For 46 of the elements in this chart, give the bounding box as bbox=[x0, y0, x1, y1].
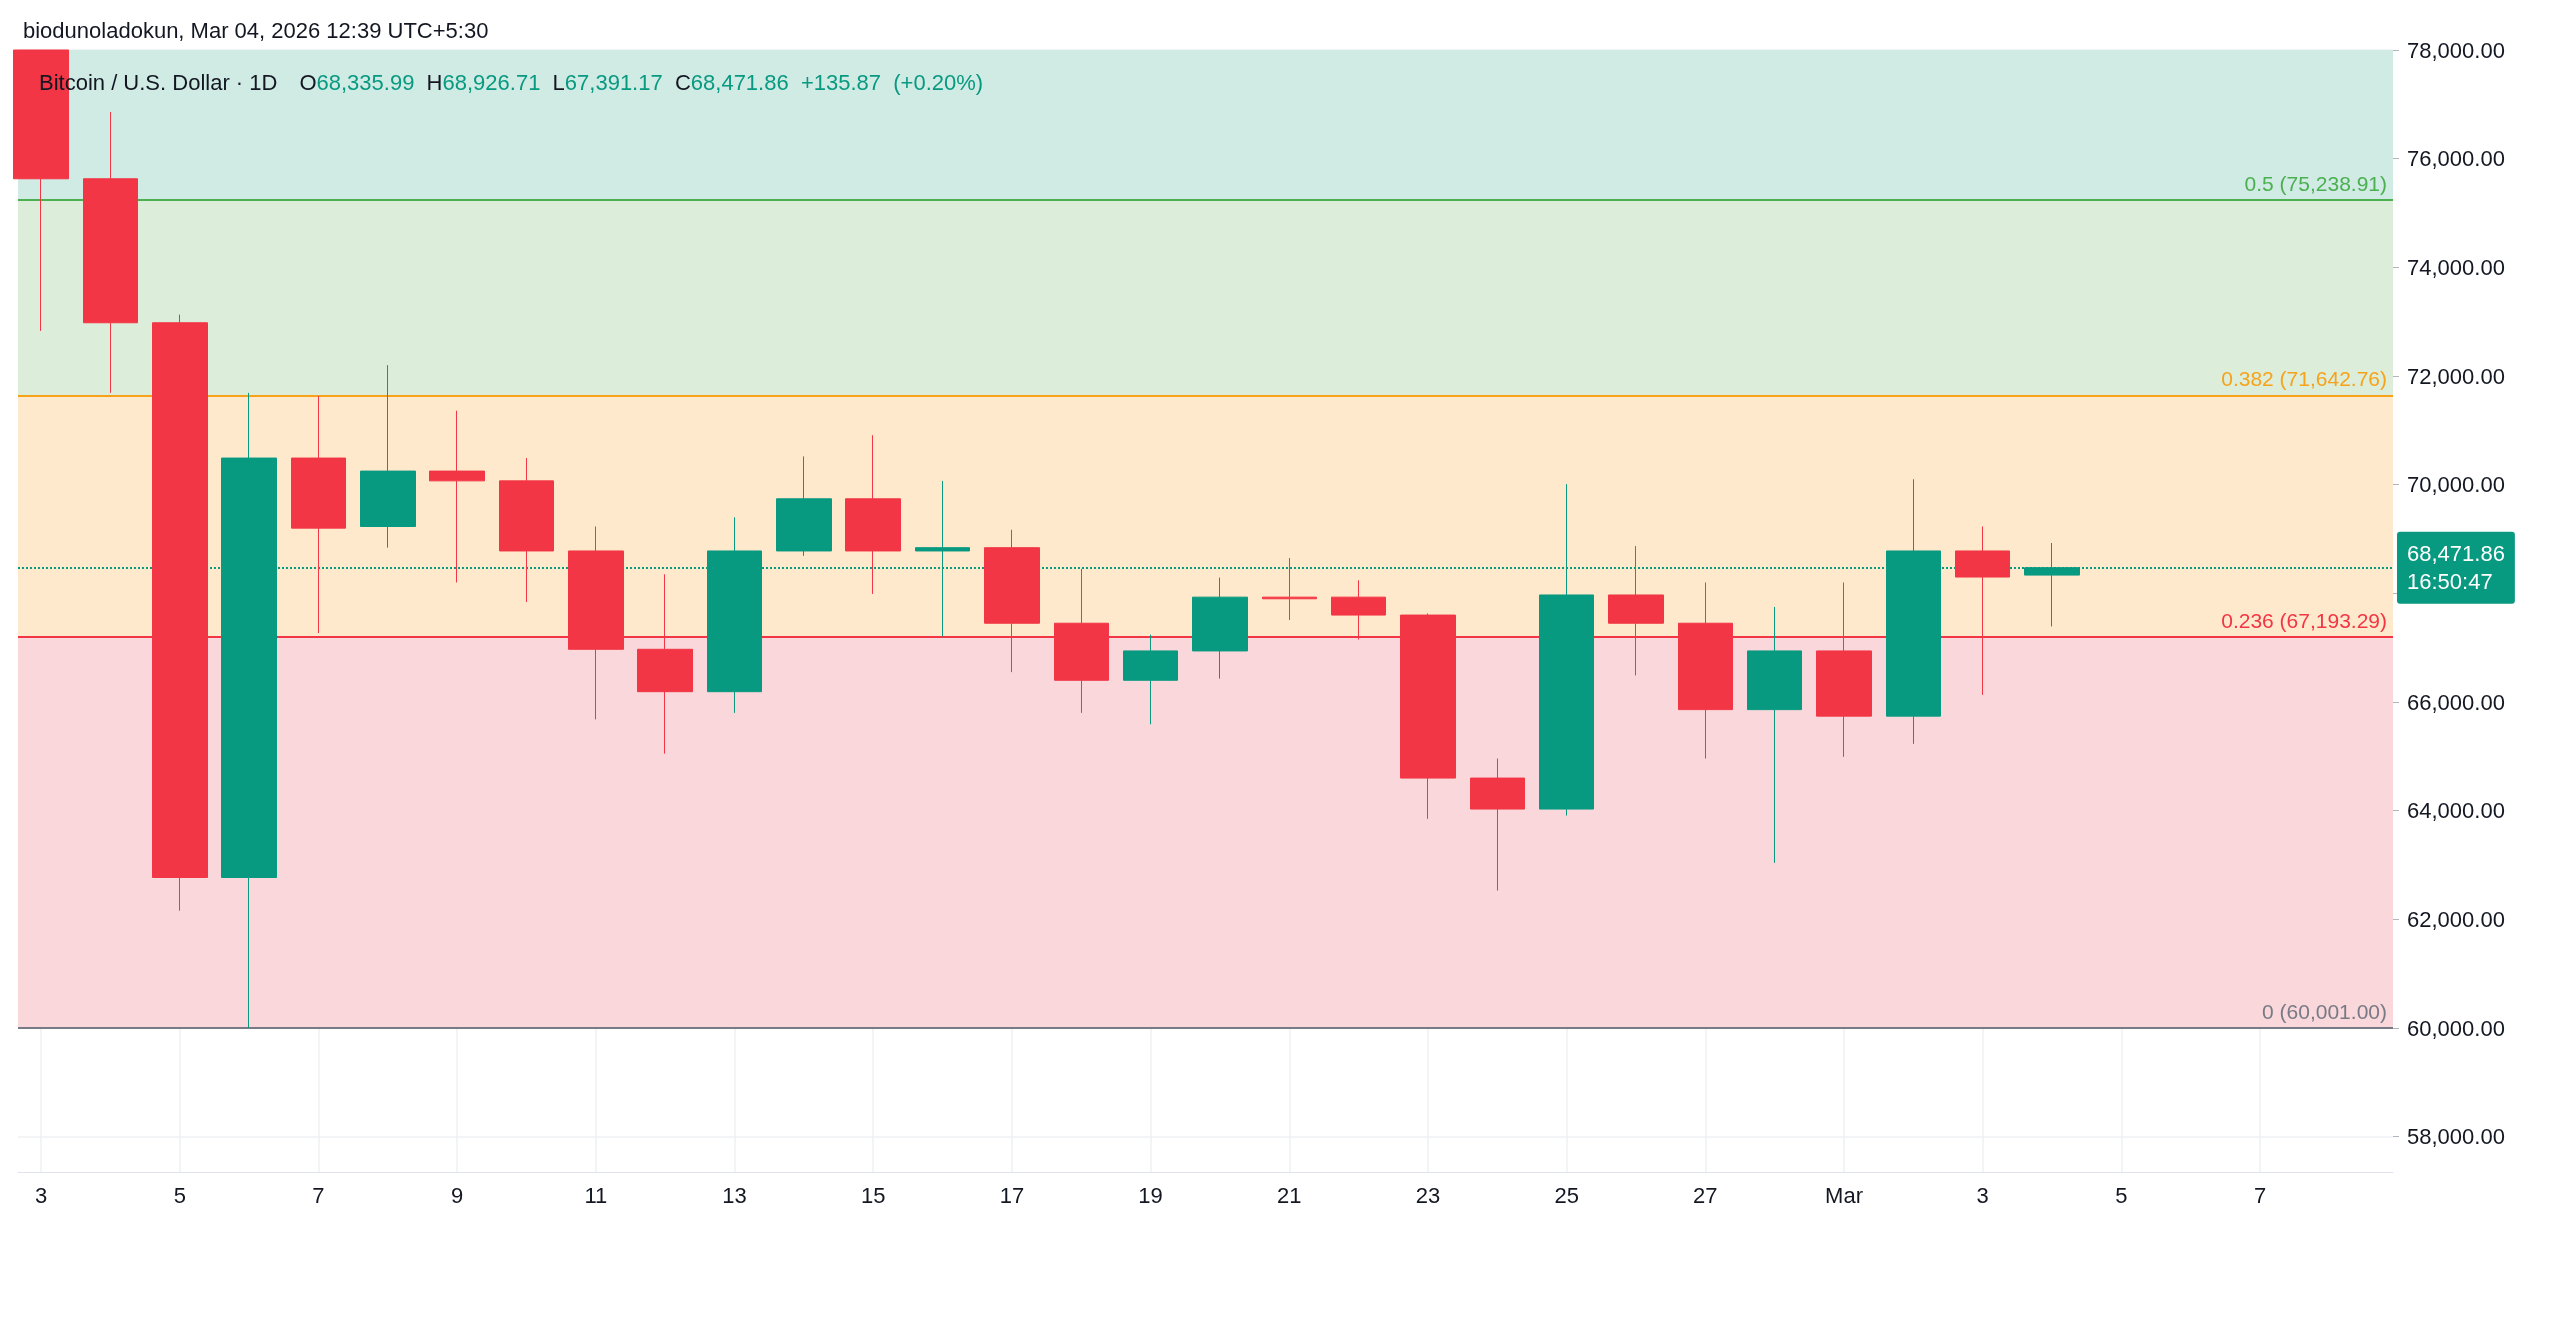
ref-line-label: 68,471.86 16:50:47 bbox=[2407, 541, 2505, 595]
ref-line-label: 0.236 (67,193.29) bbox=[2221, 609, 2387, 633]
candlestick bbox=[83, 111, 138, 394]
y-tick-label: 70,000.00 bbox=[2407, 472, 2505, 498]
candlestick bbox=[1262, 557, 1317, 621]
y-tick-label: 62,000.00 bbox=[2407, 906, 2505, 932]
y-tick-label: 60,000.00 bbox=[2407, 1015, 2505, 1041]
candlestick bbox=[1470, 758, 1525, 892]
x-tick-label: Mar bbox=[1825, 1182, 1863, 1208]
x-tick-label: 9 bbox=[451, 1182, 464, 1208]
x-tick-label: 21 bbox=[1277, 1182, 1302, 1208]
x-tick-label: 19 bbox=[1138, 1182, 1163, 1208]
candlestick bbox=[845, 434, 901, 595]
x-tick-label: 23 bbox=[1415, 1182, 1441, 1208]
x-tick-label: 27 bbox=[1693, 1182, 1718, 1208]
candlestick bbox=[291, 395, 346, 634]
y-tick-label: 74,000.00 bbox=[2407, 254, 2505, 280]
y-tick-label: 78,000.00 bbox=[2407, 37, 2505, 63]
x-tick-label: 13 bbox=[722, 1182, 747, 1208]
x-tick-label: 5 bbox=[2115, 1182, 2128, 1208]
x-tick-label: 7 bbox=[312, 1182, 325, 1208]
x-tick-label: 17 bbox=[999, 1182, 1025, 1208]
x-tick-label: 3 bbox=[1976, 1182, 1989, 1208]
y-tick-label: 58,000.00 bbox=[2407, 1124, 2505, 1150]
candlestick bbox=[1747, 606, 1802, 864]
y-tick-label: 72,000.00 bbox=[2407, 363, 2505, 389]
x-tick-label: 11 bbox=[584, 1182, 608, 1208]
candlestick bbox=[360, 364, 416, 549]
y-tick-label: 64,000.00 bbox=[2407, 798, 2505, 824]
ref-line-label: 0.5 (75,238.91) bbox=[2244, 172, 2387, 196]
x-tick-label: 5 bbox=[173, 1182, 186, 1208]
x-tick-label: 3 bbox=[34, 1182, 48, 1208]
candlestick bbox=[1123, 634, 1178, 725]
text: O68,335.99 H68,926.71 L67,391.17 C68,471.86 +135.87 (+0.20%) bbox=[299, 69, 984, 95]
ref-line-label: 0.382 (71,642.76) bbox=[2221, 367, 2387, 391]
candlestick bbox=[1192, 577, 1248, 680]
text: biodunoladokun, Mar 04, 2026 12:39 UTC+5:30 bbox=[23, 17, 489, 43]
candlestick bbox=[429, 410, 485, 583]
x-tick-label: 15 bbox=[860, 1182, 886, 1208]
y-tick-label: 66,000.00 bbox=[2407, 689, 2505, 715]
x-tick-label: 25 bbox=[1554, 1182, 1579, 1208]
candlestick bbox=[776, 455, 832, 557]
x-tick-label: 7 bbox=[2253, 1182, 2267, 1208]
candlestick bbox=[499, 457, 554, 603]
y-tick-label: 76,000.00 bbox=[2407, 146, 2505, 172]
ref-line-label: 0 (60,001.00) bbox=[2262, 999, 2387, 1023]
